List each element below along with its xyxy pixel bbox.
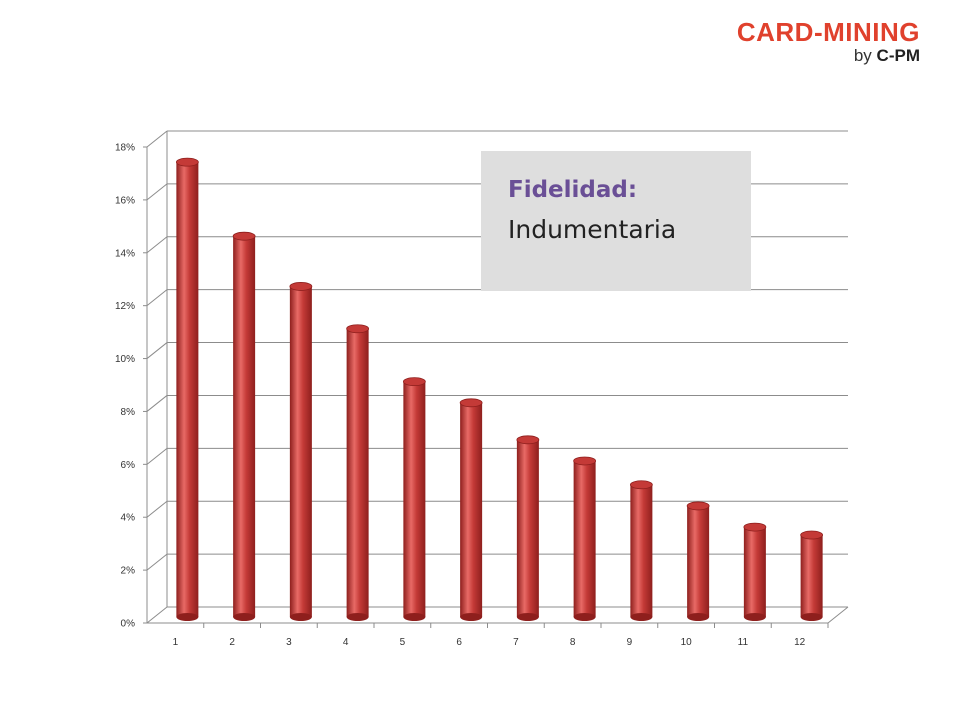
y-tick-label: 14% (115, 248, 135, 259)
logo-by: by (853, 46, 872, 65)
y-tick-label: 2% (121, 566, 136, 577)
chart-title-box: Fidelidad: Indumentaria (481, 151, 751, 291)
y-tick-label: 0% (121, 619, 136, 630)
gridline-depth (146, 342, 168, 359)
logo-brand: C-PM (876, 46, 920, 65)
gridline-depth (146, 447, 168, 465)
logo-byline: by C-PM (854, 46, 920, 66)
y-tick-label: 8% (121, 407, 136, 418)
bar (800, 530, 824, 621)
x-tick-label: 3 (286, 637, 292, 648)
gridline-depth (146, 289, 168, 307)
chart-title-label: Fidelidad: (508, 177, 638, 203)
bar (459, 398, 483, 621)
y-tick-label: 12% (115, 301, 135, 312)
y-tick-label: 10% (115, 354, 135, 365)
y-tick-label: 18% (115, 143, 135, 154)
gridline-depth (146, 500, 168, 518)
bar (629, 480, 653, 621)
chart-title-subject: Indumentaria (508, 215, 677, 244)
y-tick-label: 6% (121, 460, 136, 471)
bar (402, 377, 426, 621)
x-tick-label: 12 (794, 637, 806, 648)
floor-right-edge (827, 606, 849, 624)
x-tick-label: 11 (738, 637, 749, 648)
logo-wordmark: CARD-MINING (736, 17, 920, 47)
x-tick-label: 4 (343, 637, 349, 648)
x-tick-label: 10 (681, 637, 693, 648)
x-tick-label: 8 (570, 637, 576, 648)
bar (516, 435, 540, 621)
x-tick-label: 2 (229, 637, 235, 648)
bar (289, 282, 313, 621)
card-mining-logo: CARD-MINING by C-PM (676, 17, 920, 65)
y-tick-label: 16% (115, 195, 135, 206)
y-axis-ticks: 0% 2% 4% 6% 8% 10% 12% 14% 16% 18% (115, 143, 147, 630)
x-tick-label: 1 (173, 637, 179, 648)
gridline-depth (146, 553, 168, 571)
gridline-depth (146, 130, 168, 148)
x-tick-label: 5 (400, 637, 406, 648)
bar (573, 456, 597, 621)
x-tick-label: 9 (627, 637, 633, 648)
gridline-depth (146, 395, 168, 412)
x-axis-ticks: 1 2 3 4 5 6 7 8 9 10 11 12 (173, 623, 829, 648)
x-tick-label: 6 (456, 637, 462, 648)
gridline-depth (146, 183, 168, 201)
chart-bars (175, 157, 824, 621)
bar (743, 522, 767, 621)
bar (686, 501, 710, 621)
y-tick-label: 4% (121, 513, 136, 524)
bar (175, 157, 199, 621)
bar (232, 231, 256, 621)
x-tick-label: 7 (513, 637, 519, 648)
bar (346, 324, 370, 621)
gridline-depth (146, 236, 168, 254)
gridline-depth (146, 606, 168, 624)
